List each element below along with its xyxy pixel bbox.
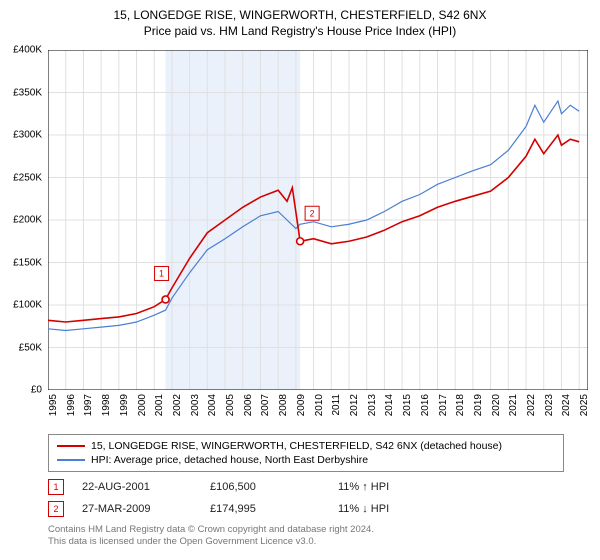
legend: 15, LONGEDGE RISE, WINGERWORTH, CHESTERF…: [48, 434, 564, 472]
legend-item-hpi: HPI: Average price, detached house, Nort…: [57, 453, 555, 467]
marker-price: £106,500: [210, 481, 320, 493]
legend-swatch: [57, 445, 85, 447]
legend-swatch: [57, 459, 85, 461]
x-tick-label: 2016: [420, 394, 431, 416]
x-tick-label: 1996: [66, 394, 77, 416]
x-tick-label: 1997: [83, 394, 94, 416]
chart-title: 15, LONGEDGE RISE, WINGERWORTH, CHESTERF…: [0, 0, 600, 38]
svg-text:1: 1: [159, 268, 164, 278]
x-tick-label: 2017: [438, 394, 449, 416]
y-tick-label: £50K: [19, 342, 42, 353]
x-tick-label: 1995: [48, 394, 59, 416]
x-tick-label: 2003: [190, 394, 201, 416]
marker-badge: 2: [48, 501, 64, 517]
title-line-2: Price paid vs. HM Land Registry's House …: [0, 24, 600, 38]
y-tick-label: £300K: [13, 130, 42, 141]
marker-price: £174,995: [210, 503, 320, 515]
chart-container: 15, LONGEDGE RISE, WINGERWORTH, CHESTERF…: [0, 0, 600, 560]
legend-label: HPI: Average price, detached house, Nort…: [91, 454, 368, 466]
y-tick-label: £400K: [13, 45, 42, 56]
x-tick-label: 2014: [384, 394, 395, 416]
x-tick-label: 2001: [154, 394, 165, 416]
x-tick-label: 2009: [296, 394, 307, 416]
x-tick-label: 2013: [367, 394, 378, 416]
y-tick-label: £350K: [13, 87, 42, 98]
x-tick-label: 2011: [331, 394, 342, 416]
x-tick-label: 2018: [455, 394, 466, 416]
x-tick-label: 2020: [491, 394, 502, 416]
x-tick-label: 2002: [172, 394, 183, 416]
x-tick-label: 2008: [278, 394, 289, 416]
chart-svg: 12: [48, 50, 588, 390]
x-tick-label: 2010: [314, 394, 325, 416]
marker-delta: 11% ↓ HPI: [338, 503, 448, 515]
footer-line-1: Contains HM Land Registry data © Crown c…: [48, 524, 374, 536]
x-tick-label: 2022: [526, 394, 537, 416]
x-tick-label: 2021: [508, 394, 519, 416]
x-tick-label: 2025: [579, 394, 590, 416]
marker-table: 1 22-AUG-2001 £106,500 11% ↑ HPI 2 27-MA…: [48, 476, 448, 520]
x-tick-label: 2024: [561, 394, 572, 416]
x-tick-label: 2004: [207, 394, 218, 416]
legend-label: 15, LONGEDGE RISE, WINGERWORTH, CHESTERF…: [91, 440, 502, 452]
y-tick-label: £250K: [13, 172, 42, 183]
footer: Contains HM Land Registry data © Crown c…: [48, 524, 374, 549]
legend-item-price-paid: 15, LONGEDGE RISE, WINGERWORTH, CHESTERF…: [57, 439, 555, 453]
chart-area: 12 £0£50K£100K£150K£200K£250K£300K£350K£…: [48, 50, 588, 390]
x-tick-label: 2007: [260, 394, 271, 416]
marker-row-2: 2 27-MAR-2009 £174,995 11% ↓ HPI: [48, 498, 448, 520]
x-tick-label: 2023: [544, 394, 555, 416]
y-tick-label: £200K: [13, 215, 42, 226]
footer-line-2: This data is licensed under the Open Gov…: [48, 536, 374, 548]
svg-text:2: 2: [310, 208, 315, 218]
x-tick-label: 2015: [402, 394, 413, 416]
x-tick-label: 2012: [349, 394, 360, 416]
x-tick-label: 2000: [137, 394, 148, 416]
x-tick-label: 1999: [119, 394, 130, 416]
marker-row-1: 1 22-AUG-2001 £106,500 11% ↑ HPI: [48, 476, 448, 498]
y-tick-label: £0: [31, 385, 42, 396]
x-tick-label: 2019: [473, 394, 484, 416]
marker-delta: 11% ↑ HPI: [338, 481, 448, 493]
x-tick-label: 2005: [225, 394, 236, 416]
marker-date: 22-AUG-2001: [82, 481, 192, 493]
y-tick-label: £100K: [13, 300, 42, 311]
title-line-1: 15, LONGEDGE RISE, WINGERWORTH, CHESTERF…: [0, 8, 600, 22]
y-tick-label: £150K: [13, 257, 42, 268]
x-tick-label: 2006: [243, 394, 254, 416]
marker-badge: 1: [48, 479, 64, 495]
x-tick-label: 1998: [101, 394, 112, 416]
marker-date: 27-MAR-2009: [82, 503, 192, 515]
